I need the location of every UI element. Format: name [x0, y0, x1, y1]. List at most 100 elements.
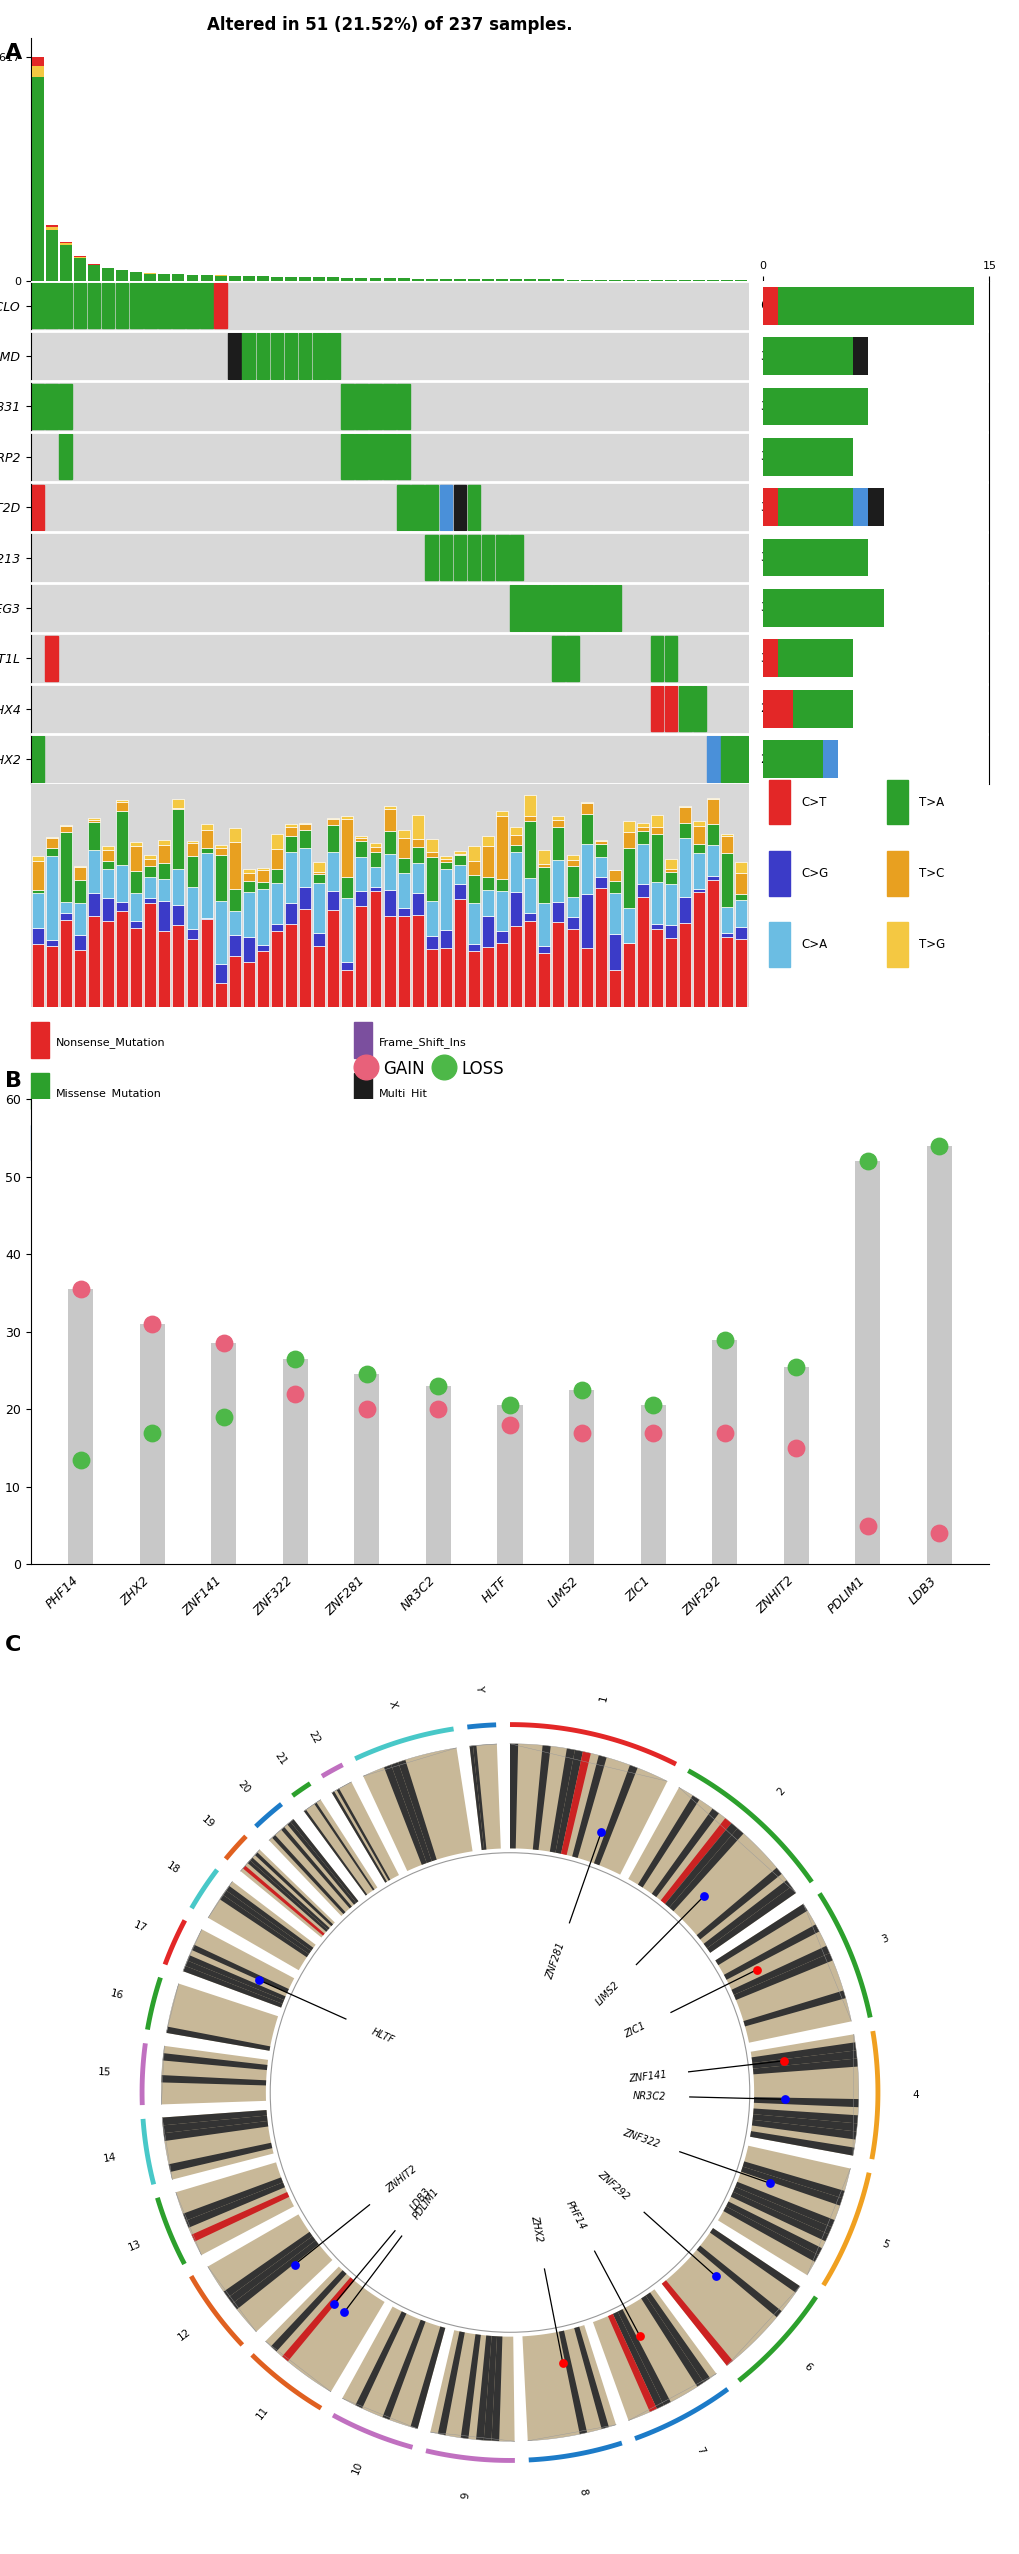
Bar [369, 886, 381, 891]
Polygon shape [232, 2240, 319, 2309]
Polygon shape [749, 2036, 858, 2156]
Polygon shape [182, 1967, 282, 2007]
Polygon shape [280, 1826, 352, 1908]
Bar [158, 902, 170, 932]
Text: 3%: 3% [759, 600, 777, 616]
Bar [327, 891, 339, 909]
Bar [679, 922, 691, 1006]
Bar [439, 948, 451, 1006]
Bar [566, 917, 578, 930]
Text: HLTF: HLTF [370, 2025, 395, 2046]
Bar [706, 879, 718, 1006]
Polygon shape [272, 1834, 345, 1913]
Bar [32, 736, 44, 782]
Polygon shape [163, 2115, 267, 2133]
Bar [580, 802, 592, 815]
Bar [327, 825, 339, 853]
Bar [130, 273, 142, 281]
Bar [257, 871, 269, 881]
Bar [60, 914, 71, 919]
LOSS [215, 1397, 231, 1438]
Point [706, 2255, 722, 2296]
Bar [60, 833, 71, 902]
Bar [271, 848, 282, 868]
Bar [32, 485, 44, 529]
Polygon shape [572, 1755, 606, 1857]
Bar [664, 636, 677, 682]
Bar [284, 827, 297, 838]
Bar [88, 894, 100, 917]
Bar [664, 937, 677, 1006]
Polygon shape [722, 2207, 818, 2263]
Bar [735, 894, 747, 899]
Polygon shape [410, 2327, 445, 2429]
Bar [762, 488, 777, 526]
Bar [299, 886, 311, 909]
Bar [214, 283, 227, 329]
Bar [640, 1405, 665, 1566]
Bar [608, 971, 621, 1006]
Bar [144, 283, 157, 329]
Bar [32, 56, 44, 281]
Polygon shape [696, 2245, 781, 2316]
Bar [706, 799, 718, 825]
Bar [243, 276, 255, 281]
Bar [566, 585, 579, 631]
Bar [453, 534, 466, 580]
Bar [693, 825, 704, 843]
Polygon shape [735, 2181, 834, 2227]
Bar [369, 383, 381, 429]
Bar [60, 919, 71, 1006]
Bar [510, 891, 522, 925]
Bar [243, 891, 255, 937]
Bar [158, 932, 170, 1006]
Bar [299, 825, 311, 830]
Polygon shape [549, 1749, 575, 1852]
Polygon shape [166, 1984, 278, 2051]
Bar [650, 827, 662, 833]
Bar [552, 861, 564, 902]
Polygon shape [740, 2166, 842, 2207]
Text: Missense_Mutation: Missense_Mutation [56, 1088, 161, 1098]
Bar [482, 889, 493, 917]
Polygon shape [269, 1818, 358, 1916]
Bar [762, 337, 853, 375]
Text: NR3C2: NR3C2 [632, 2092, 665, 2102]
LOSS [430, 1366, 446, 1407]
Bar [46, 856, 58, 940]
Point [748, 1949, 764, 1990]
Bar [580, 948, 592, 1006]
Bar [327, 853, 339, 891]
Bar [299, 276, 311, 281]
Bar [777, 638, 853, 677]
Bar [482, 876, 493, 889]
Polygon shape [166, 2028, 270, 2051]
Bar [887, 779, 907, 825]
Polygon shape [208, 2214, 332, 2332]
Bar [397, 838, 410, 858]
GAIN [930, 1512, 947, 1553]
Bar [158, 863, 170, 879]
Bar [284, 825, 297, 827]
Bar [282, 1359, 308, 1566]
Bar [510, 925, 522, 1006]
Bar [538, 850, 550, 863]
Bar [482, 948, 493, 1006]
Polygon shape [182, 2179, 282, 2222]
Polygon shape [483, 2337, 496, 2442]
Bar [664, 858, 677, 868]
Bar [116, 902, 128, 912]
Bar [853, 488, 867, 526]
Bar [679, 687, 691, 730]
Text: T>C: T>C [918, 866, 944, 881]
Text: 18: 18 [164, 1859, 180, 1875]
Bar [73, 283, 87, 329]
Bar [271, 276, 282, 281]
Polygon shape [742, 2161, 844, 2199]
Polygon shape [661, 2227, 799, 2365]
Bar [257, 945, 269, 950]
Point [761, 2163, 777, 2204]
Bar [214, 848, 226, 856]
Bar [412, 914, 423, 1006]
Bar [46, 227, 58, 230]
